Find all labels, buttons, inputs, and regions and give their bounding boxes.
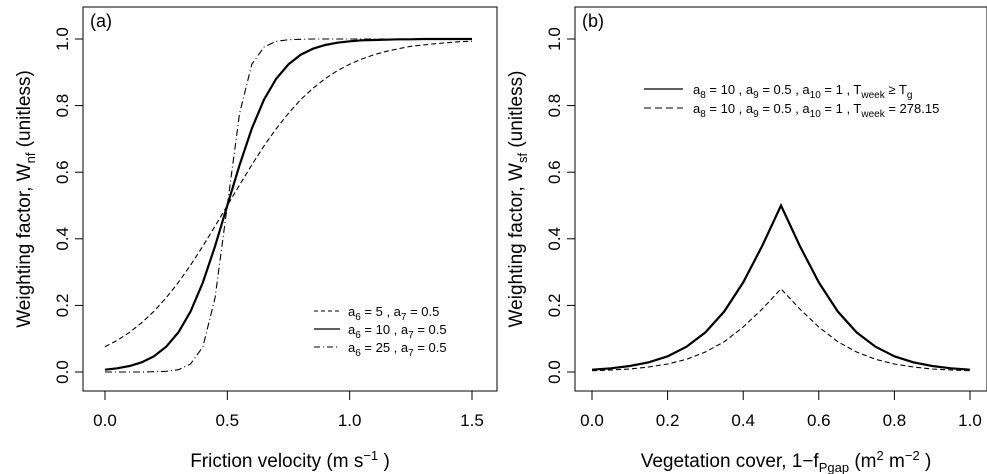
y-tick-label: 0.6 xyxy=(53,160,72,184)
series-line-a-2 xyxy=(104,37,472,371)
y-tick-label: 1.0 xyxy=(545,27,564,51)
series-line-b-2 xyxy=(591,287,971,372)
y-tick-label: 1.0 xyxy=(53,27,72,51)
y-tick-label: 0.4 xyxy=(53,227,72,251)
x-tick-label: 0.0 xyxy=(93,411,117,430)
x-tick-label: 1.5 xyxy=(460,411,484,430)
legend-b-entry-1: a8 = 10 , a9 = 0.5 , a10 = 1 , Tweek ≥ T… xyxy=(693,82,912,101)
panel-a-y-axis-label: Weighting factor, Wnf (unitless) xyxy=(14,70,38,328)
y-tick-label: 0.2 xyxy=(53,294,72,318)
x-tick-label: 1.0 xyxy=(958,411,982,430)
panel-b-label: (b) xyxy=(582,11,604,31)
panel-a-label: (a) xyxy=(90,11,112,31)
x-tick-label: 0.4 xyxy=(731,411,755,430)
x-tick-label: 0.8 xyxy=(883,411,907,430)
panel-b-y-axis-label: Weighting factor, Wsf (unitless) xyxy=(506,71,530,328)
x-tick-label: 0.0 xyxy=(580,411,604,430)
legend-a-entry-2: a6 = 10 , a7 = 0.5 xyxy=(348,322,447,341)
panel-b-frame xyxy=(574,6,987,392)
y-tick-label: 0.0 xyxy=(53,360,72,384)
legend-a-entry-1: a6 = 5 , a7 = 0.5 xyxy=(348,304,439,323)
x-tick-label: 0.2 xyxy=(656,411,680,430)
x-tick-label: 0.5 xyxy=(216,411,240,430)
y-tick-label: 0.8 xyxy=(53,94,72,118)
series-line-a-3 xyxy=(105,38,472,373)
panel-b-legend: a8 = 10 , a9 = 0.5 , a10 = 1 , Tweek ≥ T… xyxy=(644,82,939,120)
x-tick-label: 0.6 xyxy=(807,411,831,430)
y-tick-label: 0.2 xyxy=(545,294,564,318)
x-tick-label: 1.0 xyxy=(338,411,362,430)
panel-a: (a) 0.0 0.5 1.0 1.5 0.0 0.2 0.4 0.6 0.8 1.0 Fric… xyxy=(14,6,498,472)
panel-a-legend: a6 = 5 , a7 = 0.5 a6 = 10 , a7 = 0.5 a6 … xyxy=(314,304,447,359)
y-tick-label: 0.8 xyxy=(545,94,564,118)
panel-b: (b) 0.0 0.2 0.4 0.6 0.8 1.0 0.0 0.2 0.4 0.6 0.8 1.… xyxy=(506,6,987,474)
legend-a-entry-3: a6 = 25 , a7 = 0.5 xyxy=(348,340,447,359)
series-line-a-1 xyxy=(104,40,473,348)
series-line-b-1 xyxy=(591,202,971,371)
legend-b-entry-2: a8 = 10 , a9 = 0.5 , a10 = 1 , Tweek = 2… xyxy=(693,101,939,120)
y-tick-label: 0.0 xyxy=(545,360,564,384)
y-tick-label: 0.4 xyxy=(545,227,564,251)
panel-a-x-axis-label: Friction velocity (m s−1 ) xyxy=(190,448,390,472)
panel-b-x-axis-label: Vegetation cover, 1−fPgap (m2 m−2 ) xyxy=(641,448,932,474)
y-tick-label: 0.6 xyxy=(545,160,564,184)
panel-a-frame xyxy=(82,6,498,392)
